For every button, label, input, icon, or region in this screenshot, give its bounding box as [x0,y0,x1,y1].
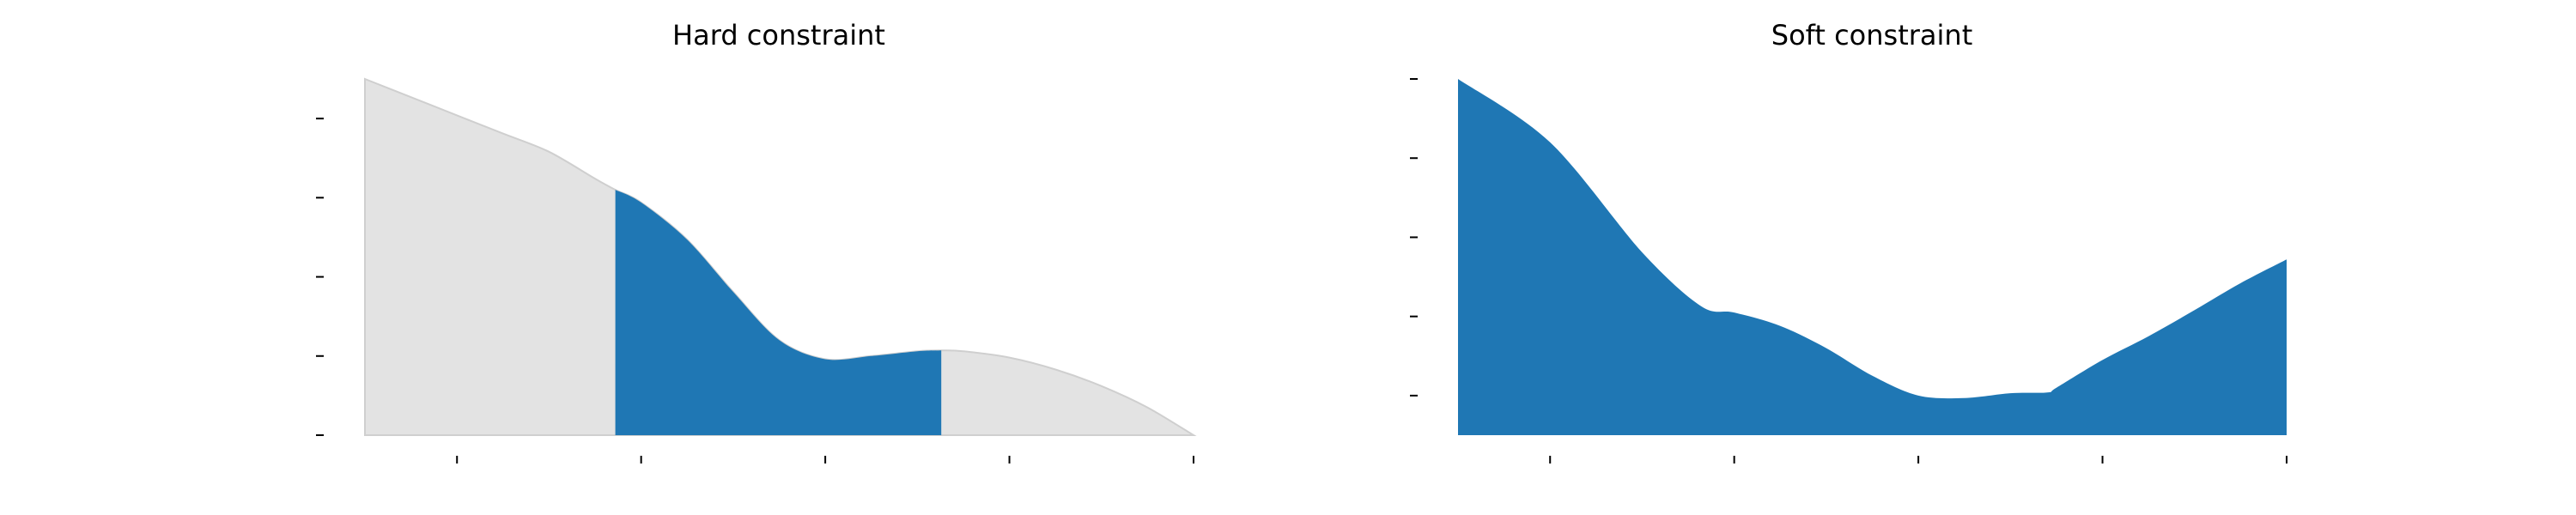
soft-constraint-panel: Soft constraint [1410,19,2287,464]
hard-constraint-title: Hard constraint [672,19,885,52]
soft-constraint-title: Soft constraint [1771,19,1972,52]
hard-constraint-panel: Hard constraint [316,19,1197,464]
soft-distribution-area [1458,79,2287,435]
constrained-region-area [615,190,942,435]
